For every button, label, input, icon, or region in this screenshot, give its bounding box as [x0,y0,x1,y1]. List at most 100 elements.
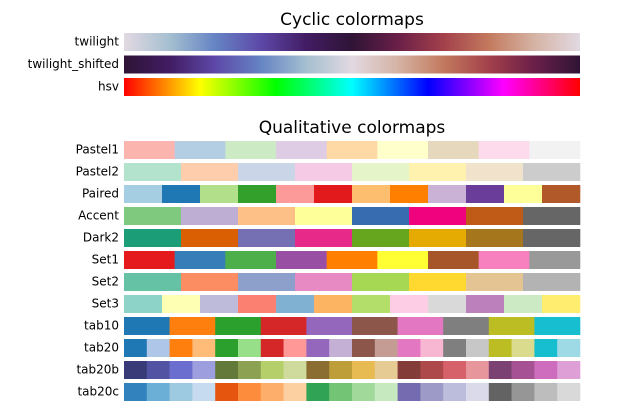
color-swatch [146,383,170,401]
color-swatch [215,383,239,401]
color-swatch [295,207,353,225]
color-swatch [504,185,543,203]
colormap-name: Pastel1 [76,143,119,157]
color-swatch [174,251,226,269]
color-swatch [260,383,284,401]
color-swatch [511,339,535,357]
color-swatch [162,185,201,203]
colormap-strip [124,55,580,74]
color-swatch [428,251,479,269]
color-swatch [192,361,216,379]
colormap-strip [124,78,580,96]
color-swatch [428,141,479,159]
color-swatch [238,229,296,247]
color-swatch [523,207,581,225]
colormap-name: twilight_shifted [28,57,119,71]
color-swatch [529,251,581,269]
colormap-name: tab20b [76,363,119,377]
color-swatch [523,229,581,247]
color-swatch [146,339,170,357]
color-swatch [238,185,277,203]
color-swatch [488,317,535,335]
panel-title: Cyclic colormaps [280,10,424,30]
color-swatch [466,273,524,291]
color-swatch [409,163,467,181]
color-swatch [295,273,353,291]
color-swatch [238,207,296,225]
color-swatch [466,163,524,181]
color-swatch [409,229,467,247]
color-swatch [542,185,581,203]
color-swatch [329,361,353,379]
colormap-name: Set3 [92,297,119,311]
color-swatch [511,361,535,379]
color-swatch [169,383,193,401]
color-swatch [260,317,307,335]
colormap-name: tab20c [77,385,119,399]
color-swatch [276,295,315,313]
color-swatch [124,207,182,225]
color-swatch [374,339,398,357]
panel-title: Qualitative colormaps [259,118,446,138]
color-swatch [215,317,262,335]
color-swatch [534,383,558,401]
colormap-name: Dark2 [83,231,119,245]
color-swatch [443,361,467,379]
color-swatch [326,141,378,159]
color-swatch [488,339,512,357]
color-swatch [534,317,581,335]
color-swatch [397,317,444,335]
color-swatch [238,361,262,379]
color-swatch [124,273,182,291]
color-swatch [523,273,581,291]
color-swatch [314,185,353,203]
color-swatch [352,383,376,401]
color-swatch [466,229,524,247]
colormap-name: Accent [78,209,119,223]
color-swatch [238,383,262,401]
color-swatch [443,317,490,335]
color-swatch [283,361,307,379]
color-swatch [466,207,524,225]
color-swatch [169,361,193,379]
color-swatch [238,273,296,291]
color-swatch [306,339,330,357]
color-swatch [306,361,330,379]
color-swatch [478,251,530,269]
color-swatch [181,229,239,247]
color-swatch [534,339,558,357]
color-swatch [146,361,170,379]
colormap-name: Paired [82,187,119,201]
color-swatch [352,229,410,247]
color-swatch [390,185,429,203]
color-swatch [306,383,330,401]
color-swatch [283,383,307,401]
colormap-name: tab20 [84,341,119,355]
colormap-name: hsv [98,80,119,94]
colormap-name: Set1 [92,253,119,267]
color-swatch [534,361,558,379]
color-swatch [420,339,444,357]
color-swatch [523,163,581,181]
color-swatch [124,339,148,357]
colormap-name: twilight [75,35,120,49]
color-swatch [329,339,353,357]
color-swatch [124,141,175,159]
color-swatch [443,339,467,357]
color-swatch [409,273,467,291]
color-swatch [124,317,170,335]
color-swatch [174,141,226,159]
color-swatch [276,141,327,159]
color-swatch [238,339,262,357]
color-swatch [511,383,535,401]
color-swatch [420,383,444,401]
color-swatch [352,163,410,181]
color-swatch [124,295,163,313]
color-swatch [162,295,201,313]
color-swatch [466,361,490,379]
color-swatch [181,163,239,181]
color-swatch [377,251,429,269]
color-swatch [488,361,512,379]
color-swatch [169,339,193,357]
colormap-name: tab10 [84,319,119,333]
